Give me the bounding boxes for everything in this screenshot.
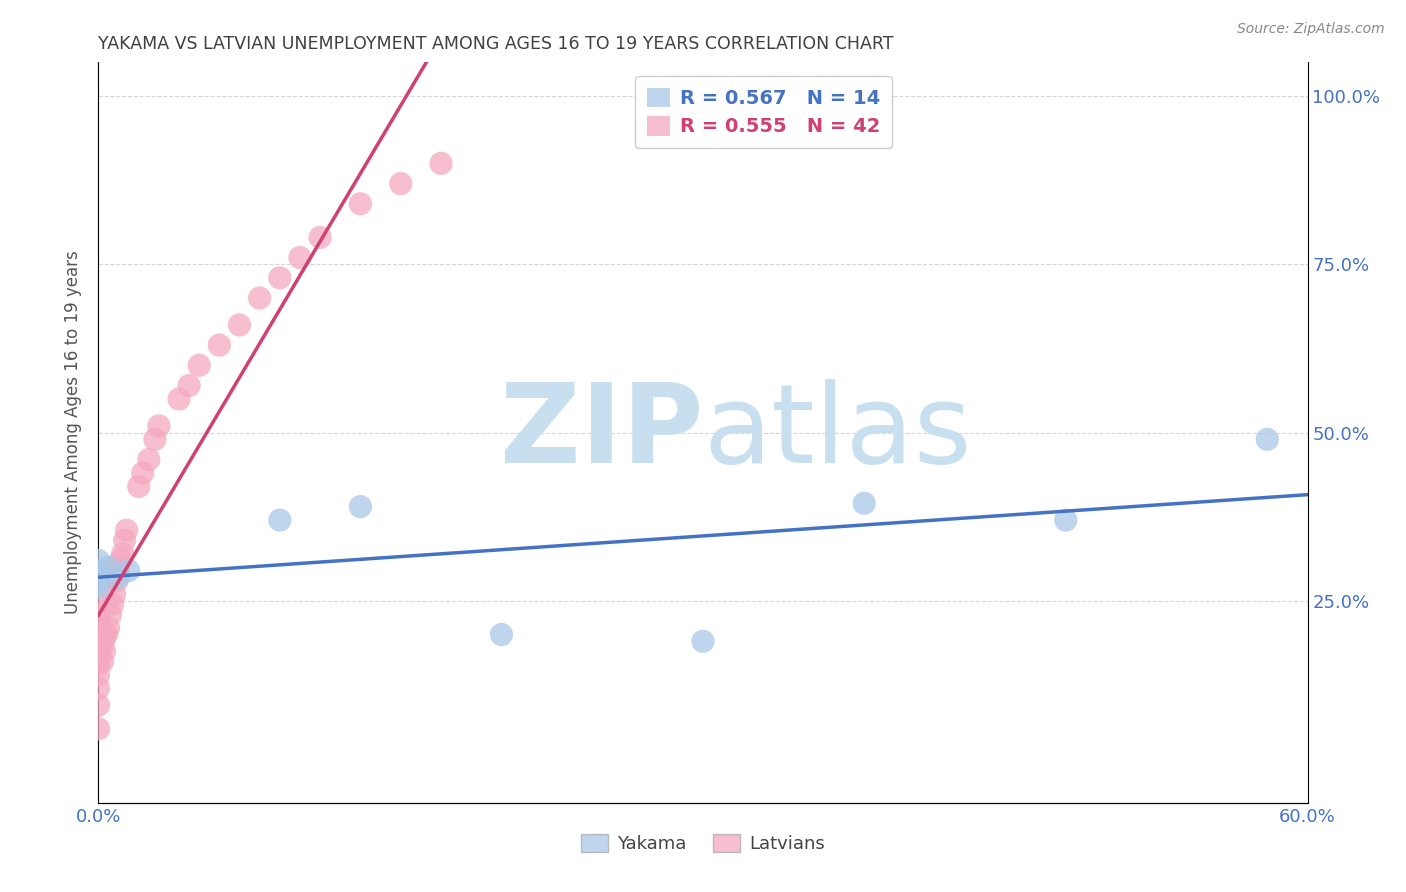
Point bbox=[148, 418, 170, 433]
Point bbox=[111, 547, 134, 561]
Point bbox=[87, 564, 110, 578]
Point bbox=[87, 594, 110, 608]
Point bbox=[87, 698, 110, 713]
Point bbox=[87, 553, 110, 567]
Point bbox=[179, 378, 201, 392]
Point bbox=[96, 627, 118, 641]
Point bbox=[91, 655, 114, 669]
Point bbox=[430, 156, 453, 170]
Point bbox=[87, 574, 110, 588]
Point bbox=[107, 560, 129, 574]
Point bbox=[853, 496, 876, 510]
Point bbox=[188, 359, 211, 373]
Point bbox=[105, 574, 128, 588]
Text: ZIP: ZIP bbox=[499, 379, 703, 486]
Point bbox=[389, 177, 412, 191]
Text: YAKAMA VS LATVIAN UNEMPLOYMENT AMONG AGES 16 TO 19 YEARS CORRELATION CHART: YAKAMA VS LATVIAN UNEMPLOYMENT AMONG AGE… bbox=[98, 35, 894, 53]
Y-axis label: Unemployment Among Ages 16 to 19 years: Unemployment Among Ages 16 to 19 years bbox=[65, 251, 83, 615]
Point bbox=[269, 513, 291, 527]
Point bbox=[288, 251, 311, 265]
Point bbox=[87, 668, 110, 682]
Point bbox=[118, 564, 141, 578]
Point bbox=[87, 634, 110, 648]
Point bbox=[138, 452, 160, 467]
Text: Source: ZipAtlas.com: Source: ZipAtlas.com bbox=[1237, 22, 1385, 37]
Point bbox=[91, 638, 114, 652]
Point bbox=[87, 581, 110, 595]
Point bbox=[491, 627, 513, 641]
Legend: Yakama, Latvians: Yakama, Latvians bbox=[574, 827, 832, 861]
Point bbox=[249, 291, 271, 305]
Point bbox=[103, 587, 125, 601]
Point bbox=[269, 270, 291, 285]
Point bbox=[128, 479, 150, 493]
Point bbox=[87, 722, 110, 736]
Point bbox=[692, 634, 714, 648]
Point bbox=[107, 570, 129, 584]
Point bbox=[143, 433, 166, 447]
Point bbox=[208, 338, 231, 352]
Point bbox=[87, 681, 110, 696]
Point bbox=[115, 523, 138, 537]
Point bbox=[87, 621, 110, 635]
Point bbox=[309, 230, 332, 244]
Point bbox=[93, 644, 115, 658]
Point bbox=[87, 607, 110, 622]
Point bbox=[97, 621, 120, 635]
Text: atlas: atlas bbox=[703, 379, 972, 486]
Point bbox=[114, 533, 136, 548]
Point bbox=[87, 648, 110, 662]
Point bbox=[101, 597, 124, 611]
Point bbox=[97, 560, 120, 574]
Point bbox=[132, 466, 155, 480]
Point bbox=[87, 657, 110, 672]
Point bbox=[228, 318, 250, 332]
Point bbox=[93, 631, 115, 645]
Point bbox=[349, 500, 371, 514]
Point bbox=[100, 607, 122, 622]
Point bbox=[110, 553, 132, 567]
Point bbox=[1256, 433, 1278, 447]
Point bbox=[1054, 513, 1077, 527]
Point bbox=[349, 196, 371, 211]
Point bbox=[167, 392, 190, 406]
